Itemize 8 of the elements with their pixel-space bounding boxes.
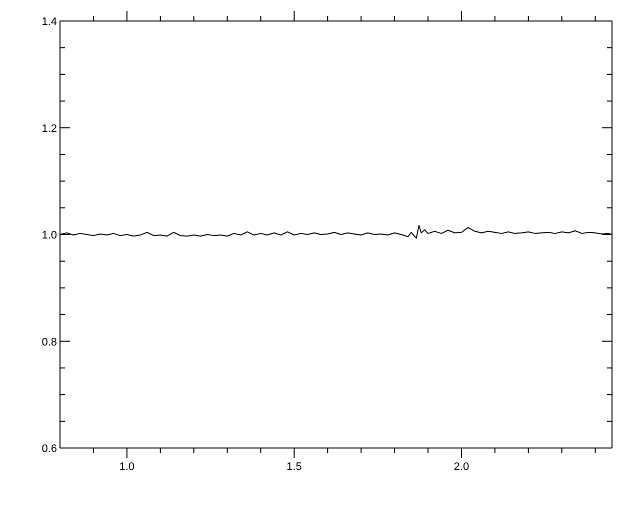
y-tick-label: 1.0	[42, 230, 57, 242]
x-tick-label: 2.0	[454, 461, 470, 473]
y-tick-label: 0.6	[42, 443, 57, 455]
y-tick-label: 0.8	[42, 336, 57, 348]
y-tick-label: 1.2	[42, 122, 57, 135]
y-tick-label: 1.4	[42, 16, 57, 28]
x-tick-label: 1.5	[286, 461, 302, 473]
x-tick-label: 1.0	[119, 461, 135, 473]
